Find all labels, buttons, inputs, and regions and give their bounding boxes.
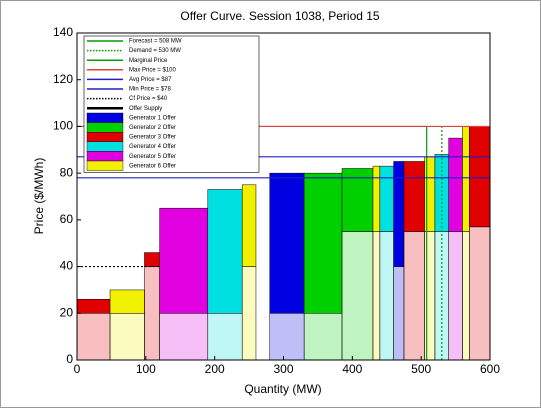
x-tick-label: 200 [205,362,225,376]
lower-block [379,231,394,361]
legend-label: Forecast = 508 MW [129,39,182,45]
legend-swatch [86,122,124,133]
lower-block [269,313,305,361]
legend-label: Generator 1 Offer [129,115,176,121]
chart-title: Offer Curve. Session 1038, Period 15 [180,9,380,23]
x-tick-label: 500 [411,362,431,376]
legend-label: Generator 6 Offer [129,163,176,169]
legend-label: Avg Price = $87 [129,77,172,83]
legend-label: Generator 3 Offer [129,135,176,141]
offer-block [469,126,491,228]
lower-block [303,313,343,361]
legend-swatch [86,160,124,171]
lower-block [341,231,374,361]
lower-block [241,266,257,361]
legend-swatch [86,151,124,162]
offer-block [379,165,394,232]
y-tick-label: 140 [53,25,73,39]
legend-label: Marginal Price [129,58,168,64]
x-axis-label: Quantity (MW) [244,382,321,396]
lower-block [462,231,470,361]
y-axis-label: Price ($/MWh) [32,158,46,235]
legend-label: Demand = 530 MW [129,48,181,54]
offer-block [372,165,381,232]
offer-block [448,137,463,232]
offer-block [109,289,145,314]
legend-label: Min Price = $78 [129,87,172,93]
offer-block [341,168,374,232]
offer-block [159,207,209,314]
y-tick-label: 80 [60,165,74,179]
y-tick-label: 40 [60,259,74,273]
legend-label: Cf Price = $40 [129,96,168,102]
lower-block [76,313,111,361]
offer-block [462,126,470,232]
legend-swatch [86,141,124,152]
offer-block [303,172,343,314]
lower-block [469,226,491,361]
offer-block [76,299,111,314]
lower-block [159,313,209,361]
y-tick-label: 20 [60,305,74,319]
lower-block [372,231,381,361]
x-tick-label: 400 [342,362,362,376]
lower-block [393,266,405,361]
legend-label: Generator 5 Offer [129,154,176,160]
legend-swatch [86,112,124,123]
offer-block [207,189,243,314]
y-tick-label: 60 [60,212,74,226]
offer-block [241,184,257,267]
offer-block [269,172,305,314]
lower-block [448,231,463,361]
x-tick-label: 600 [480,362,500,376]
offer-block [144,252,160,267]
x-tick-label: 0 [74,362,81,376]
legend-swatch [86,131,124,142]
lower-block [403,231,425,361]
legend-label: Generator 2 Offer [129,125,176,131]
x-tick-label: 300 [273,362,293,376]
y-tick-label: 100 [53,119,73,133]
legend-label: Max Price = $100 [129,67,177,73]
x-tick-label: 100 [136,362,156,376]
offer-block [403,161,425,232]
lower-block [109,313,145,361]
y-tick-label: 0 [66,352,73,366]
legend-label: Offer Supply [129,106,162,112]
legend-label: Generator 4 Offer [129,144,176,150]
lower-block [207,313,243,361]
y-tick-label: 120 [53,72,73,86]
lower-block [144,266,160,361]
